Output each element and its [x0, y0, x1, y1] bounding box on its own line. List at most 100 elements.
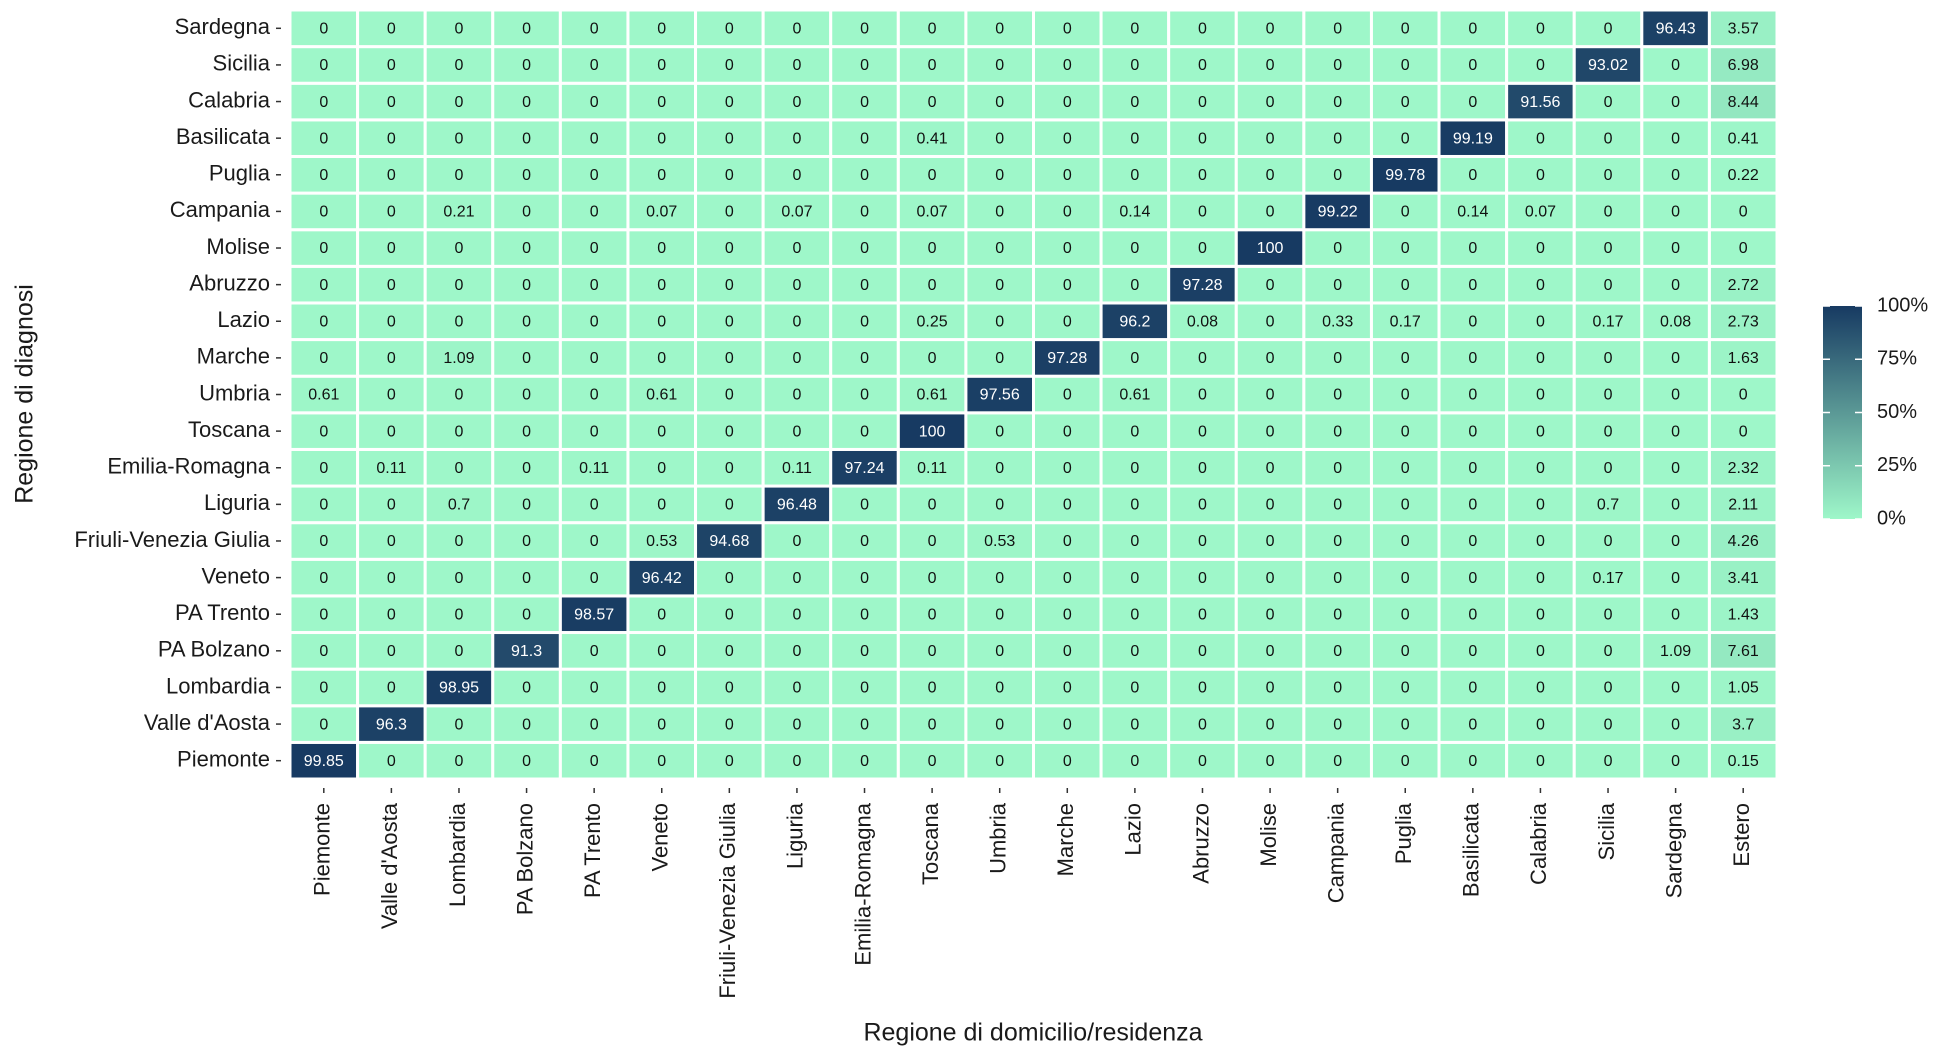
cell-label: 0.14 — [1119, 204, 1150, 221]
cell-label: 0 — [1604, 350, 1613, 367]
heatmap-cell — [558, 228, 630, 268]
cell-label: 0 — [995, 423, 1004, 440]
cell-label: 0 — [319, 680, 328, 697]
cell-label: 0.21 — [443, 204, 474, 221]
heatmap-cell — [491, 704, 562, 744]
cell-label: 0 — [1198, 533, 1207, 550]
cell-label: 0 — [1333, 94, 1342, 111]
heatmap-cell — [288, 45, 360, 85]
x-tick-label: Piemonte — [310, 803, 335, 896]
x-tick-label: Molise — [1256, 803, 1281, 867]
heatmap-cell — [896, 521, 968, 561]
heatmap-cell — [626, 411, 698, 451]
y-tick-label: Piemonte — [177, 747, 270, 772]
heatmap-cell — [288, 8, 360, 49]
cell-label: 0 — [725, 277, 734, 294]
heatmap-cell — [1167, 154, 1238, 195]
cell-label: 0 — [1401, 533, 1410, 550]
heatmap-cell — [1640, 301, 1711, 342]
heatmap-cell — [964, 447, 1036, 488]
cell-label: 0 — [860, 680, 869, 697]
colorbar-label: 75% — [1877, 348, 1917, 370]
cell-label: 0 — [657, 680, 666, 697]
cell-label: 0 — [860, 643, 869, 660]
cell-label: 0 — [792, 387, 801, 404]
heatmap-cell — [896, 45, 968, 85]
cell-label: 0 — [1333, 387, 1342, 404]
heatmap-cell — [1032, 484, 1103, 525]
cell-label: 0 — [590, 277, 599, 294]
cell-label: 0 — [1266, 313, 1275, 330]
cell-label: 0.07 — [1525, 204, 1556, 221]
cell-label: 7.61 — [1728, 643, 1759, 660]
cell-label: 0 — [319, 21, 328, 38]
colorbar-label: 50% — [1877, 401, 1917, 423]
cell-label: 0 — [1739, 423, 1748, 440]
cell-label: 0 — [1604, 277, 1613, 294]
cell-label: 0 — [590, 204, 599, 221]
heatmap-cell — [1572, 374, 1644, 415]
x-tick-label: PA Bolzano — [512, 803, 537, 915]
cell-label: 0 — [1333, 423, 1342, 440]
cell-label: 0.53 — [646, 533, 677, 550]
y-axis-title: Regione di diagnosi — [11, 284, 39, 504]
cell-label: 96.42 — [642, 570, 682, 587]
cell-label: 0 — [1063, 130, 1072, 147]
cell-label: 0 — [1333, 716, 1342, 733]
cell-label: 0 — [1198, 460, 1207, 477]
cell-label: 0 — [928, 350, 937, 367]
cell-label: 0 — [995, 643, 1004, 660]
heatmap-cell — [1302, 740, 1373, 781]
cell-label: 0 — [455, 716, 464, 733]
cell-label: 0 — [995, 130, 1004, 147]
cell-label: 93.02 — [1588, 57, 1628, 74]
cell-label: 0 — [1671, 130, 1680, 147]
cell-label: 0 — [590, 57, 599, 74]
cell-label: 0.7 — [448, 497, 470, 514]
cell-label: 0 — [1604, 606, 1613, 623]
heatmap-cell — [829, 411, 900, 451]
cell-label: 0 — [319, 423, 328, 440]
cell-label: 0 — [1333, 277, 1342, 294]
cell-label: 4.26 — [1728, 533, 1759, 550]
colorbar-label: 0% — [1877, 507, 1906, 529]
cell-label: 99.19 — [1453, 130, 1493, 147]
heatmap-cell — [1234, 667, 1306, 708]
cell-label: 0 — [522, 387, 531, 404]
cell-label: 0 — [928, 753, 937, 770]
heatmap-cell — [423, 301, 495, 342]
cell-label: 0 — [455, 387, 464, 404]
cell-label: 0 — [319, 570, 328, 587]
cell-label: 0 — [657, 460, 666, 477]
cell-label: 100 — [1257, 240, 1284, 257]
cell-label: 0 — [455, 21, 464, 38]
y-tick-label: Lazio — [217, 307, 270, 332]
cell-label: 0 — [387, 606, 396, 623]
cell-label: 0.14 — [1457, 204, 1488, 221]
heatmap-cell — [558, 411, 630, 451]
cell-label: 0.08 — [1187, 313, 1218, 330]
heatmap-cell — [1707, 594, 1779, 635]
heatmap-cell — [1369, 81, 1441, 122]
cell-label: 0 — [995, 167, 1004, 184]
cell-label: 0 — [1401, 753, 1410, 770]
cell-label: 96.48 — [777, 497, 817, 514]
cell-label: 0 — [1401, 204, 1410, 221]
cell-label: 0 — [1266, 130, 1275, 147]
cell-label: 0 — [725, 753, 734, 770]
cell-label: 0 — [657, 606, 666, 623]
x-tick-label: Abruzzo — [1188, 803, 1213, 884]
cell-label: 0 — [455, 277, 464, 294]
cell-label: 0 — [522, 130, 531, 147]
cell-label: 0 — [995, 497, 1004, 514]
cell-label: 0 — [1063, 643, 1072, 660]
heatmap-cell — [829, 594, 900, 635]
heatmap-cell — [491, 521, 562, 561]
cell-label: 0 — [792, 606, 801, 623]
heatmap-cell — [626, 228, 698, 268]
cell-label: 0 — [1063, 94, 1072, 111]
cell-label: 0 — [1671, 277, 1680, 294]
cell-label: 0 — [319, 716, 328, 733]
cell-label: 0 — [1333, 533, 1342, 550]
heatmap-cell — [1707, 338, 1779, 378]
